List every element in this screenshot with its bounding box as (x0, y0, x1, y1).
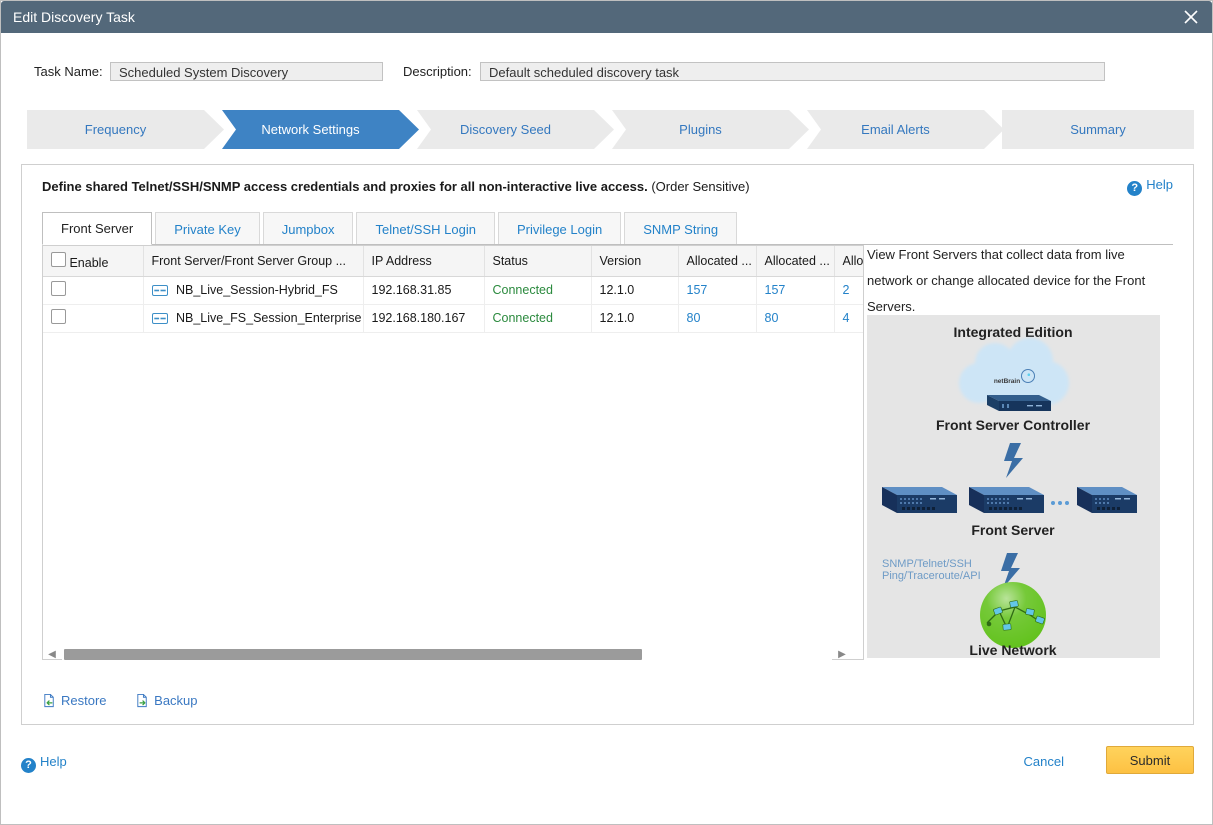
svg-text:Ping/Traceroute/API: Ping/Traceroute/API (882, 570, 981, 582)
svg-text:Front Server: Front Server (971, 522, 1055, 538)
svg-text:Live Network: Live Network (969, 642, 1056, 658)
svg-text:SNMP/Telnet/SSH: SNMP/Telnet/SSH (882, 558, 972, 570)
svg-text:Front Server Controller: Front Server Controller (936, 417, 1091, 433)
svg-text:Integrated Edition: Integrated Edition (954, 324, 1073, 340)
svg-text:netBrain: netBrain (994, 378, 1020, 385)
